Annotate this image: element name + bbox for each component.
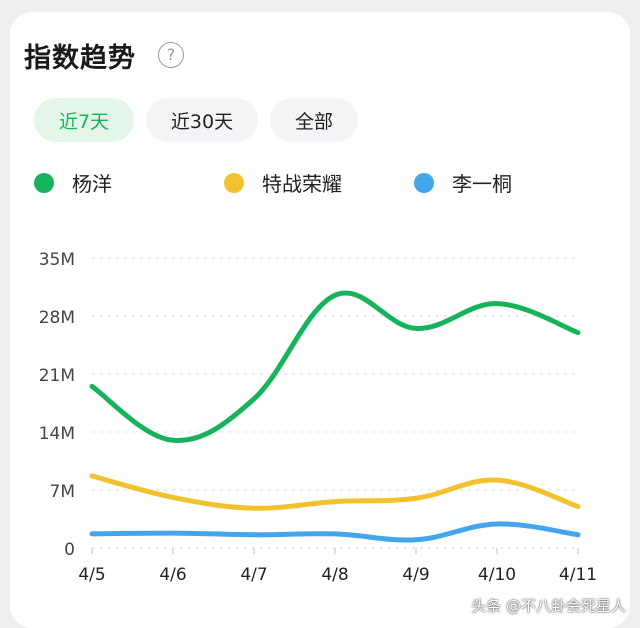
legend-item-liyitong[interactable]: 李一桐	[414, 168, 512, 197]
y-tick-label: 14M	[39, 424, 75, 444]
y-tick-label: 7M	[50, 482, 75, 502]
tab-7-days[interactable]: 近7天	[34, 98, 134, 142]
x-tick-label: 4/11	[559, 565, 597, 585]
card-title: 指数趋势	[24, 43, 136, 74]
legend-item-tezhan[interactable]: 特战荣耀	[224, 168, 342, 197]
x-tick-label: 4/7	[240, 565, 267, 585]
x-tick-label: 4/5	[78, 565, 105, 585]
x-tick-label: 4/6	[159, 565, 186, 585]
x-tick-label: 4/10	[478, 565, 516, 585]
x-tick-label: 4/8	[321, 565, 348, 585]
y-tick-label: 0	[64, 540, 75, 560]
series-line-2	[89, 521, 581, 543]
tab-all[interactable]: 全部	[270, 98, 358, 142]
watermark: 头条 @不八卦会死星人	[471, 597, 626, 615]
legend-label: 特战荣耀	[262, 172, 342, 196]
y-tick-label: 28M	[39, 308, 75, 328]
tab-30-days[interactable]: 近30天	[146, 98, 258, 142]
x-tick-label: 4/9	[402, 565, 429, 585]
series-line-0	[89, 290, 581, 443]
help-icon[interactable]: ?	[158, 42, 184, 68]
legend-label: 李一桐	[452, 172, 512, 196]
legend-dot-icon	[34, 172, 54, 193]
legend-item-yangyang[interactable]: 杨洋	[34, 168, 112, 197]
legend-dot-icon	[224, 172, 244, 193]
y-tick-label: 35M	[39, 250, 75, 270]
legend-dot-icon	[414, 172, 434, 193]
y-tick-label: 21M	[39, 366, 75, 386]
series-line-1	[89, 473, 581, 511]
legend-label: 杨洋	[72, 172, 112, 196]
